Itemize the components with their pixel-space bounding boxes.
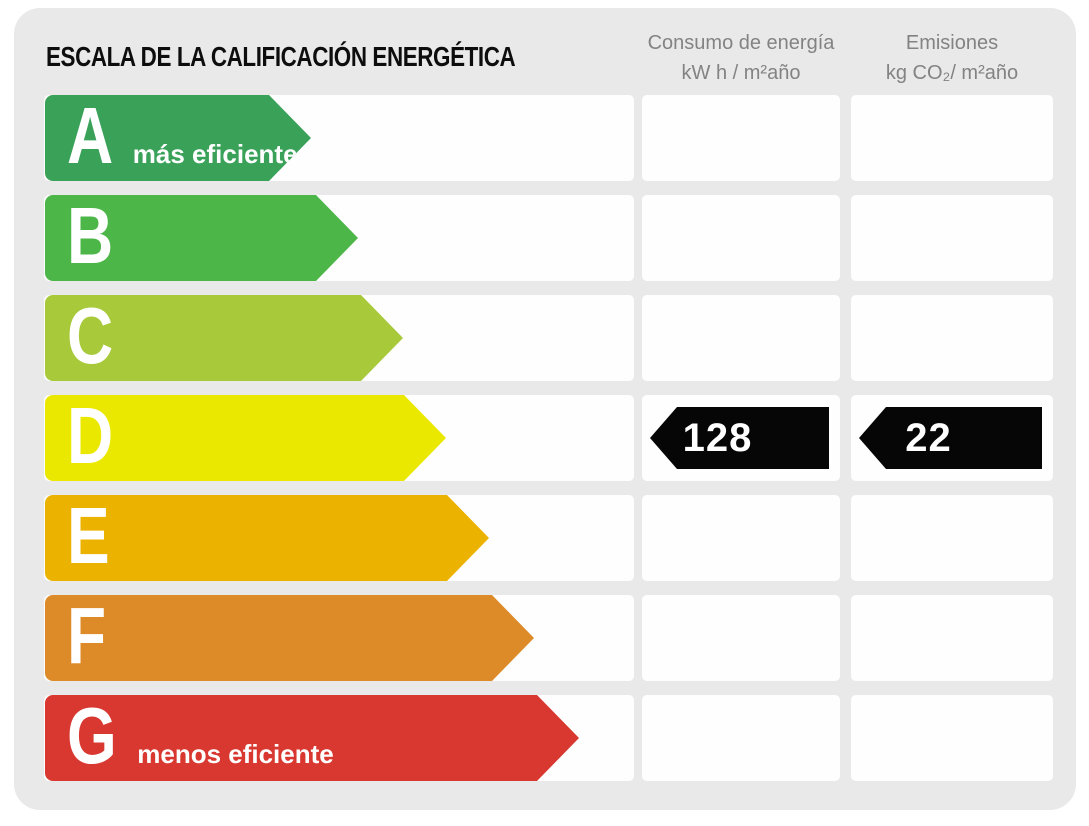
consumption-column-header: Consumo de energía kW h / m²año: [642, 28, 840, 88]
scale-cell: B: [44, 195, 634, 281]
emissions-cell: [851, 595, 1053, 681]
rating-letter: D: [67, 391, 114, 480]
rating-row: A más eficiente: [44, 95, 1053, 181]
consumption-cell: [642, 495, 840, 581]
rating-letter: B: [67, 191, 114, 280]
rating-bar-arrow: E: [45, 495, 489, 581]
rating-row: C: [44, 295, 1053, 381]
rating-note: menos eficiente: [137, 739, 334, 769]
consumption-cell: [642, 695, 840, 781]
emissions-header-line2: kg CO₂/ m²año: [885, 62, 1019, 84]
rating-bar-arrow: F: [45, 595, 534, 681]
rating-bar-arrow: D: [45, 395, 446, 481]
scale-cell: F: [44, 595, 634, 681]
emissions-column-header: Emisiones kg CO₂/ m²año: [851, 28, 1053, 88]
rating-rows: A más eficiente B C: [44, 95, 1053, 781]
rating-row: E: [44, 495, 1053, 581]
emissions-cell: [851, 195, 1053, 281]
scale-cell: G menos eficiente: [44, 695, 634, 781]
label-panel: ESCALA DE LA CALIFICACIÓN ENERGÉTICA Con…: [14, 8, 1076, 810]
rating-row: D 128 22: [44, 395, 1053, 481]
page-title: ESCALA DE LA CALIFICACIÓN ENERGÉTICA: [46, 41, 516, 72]
emissions-cell: [851, 95, 1053, 181]
rating-bar-arrow: G menos eficiente: [45, 695, 579, 781]
rating-letter: F: [67, 591, 107, 680]
rating-row: G menos eficiente: [44, 695, 1053, 781]
rating-bar-arrow: C: [45, 295, 403, 381]
emissions-value-arrow: 22: [859, 407, 1042, 469]
rating-letter: C: [67, 291, 114, 380]
rating-row: B: [44, 195, 1053, 281]
rating-bar-arrow: A más eficiente: [45, 95, 311, 181]
rating-bar-arrow: B: [45, 195, 358, 281]
consumption-cell: 128: [642, 395, 840, 481]
emissions-value: 22: [905, 415, 952, 460]
scale-cell: D: [44, 395, 634, 481]
consumption-value-arrow: 128: [650, 407, 829, 469]
rating-row: F: [44, 595, 1053, 681]
consumption-cell: [642, 95, 840, 181]
scale-cell: E: [44, 495, 634, 581]
rating-letter: G: [67, 691, 117, 780]
emissions-cell: [851, 495, 1053, 581]
rating-letter: A: [67, 91, 114, 180]
consumption-header-line2: kW h / m²año: [681, 62, 801, 84]
consumption-value: 128: [682, 415, 753, 460]
consumption-cell: [642, 595, 840, 681]
emissions-cell: 22: [851, 395, 1053, 481]
consumption-header-line1: Consumo de energía: [647, 32, 835, 54]
scale-cell: C: [44, 295, 634, 381]
emissions-cell: [851, 695, 1053, 781]
consumption-cell: [642, 295, 840, 381]
scale-cell: A más eficiente: [44, 95, 634, 181]
rating-note: más eficiente: [132, 139, 298, 169]
consumption-cell: [642, 195, 840, 281]
emissions-cell: [851, 295, 1053, 381]
rating-letter: E: [67, 491, 110, 580]
emissions-header-line1: Emisiones: [905, 32, 999, 54]
